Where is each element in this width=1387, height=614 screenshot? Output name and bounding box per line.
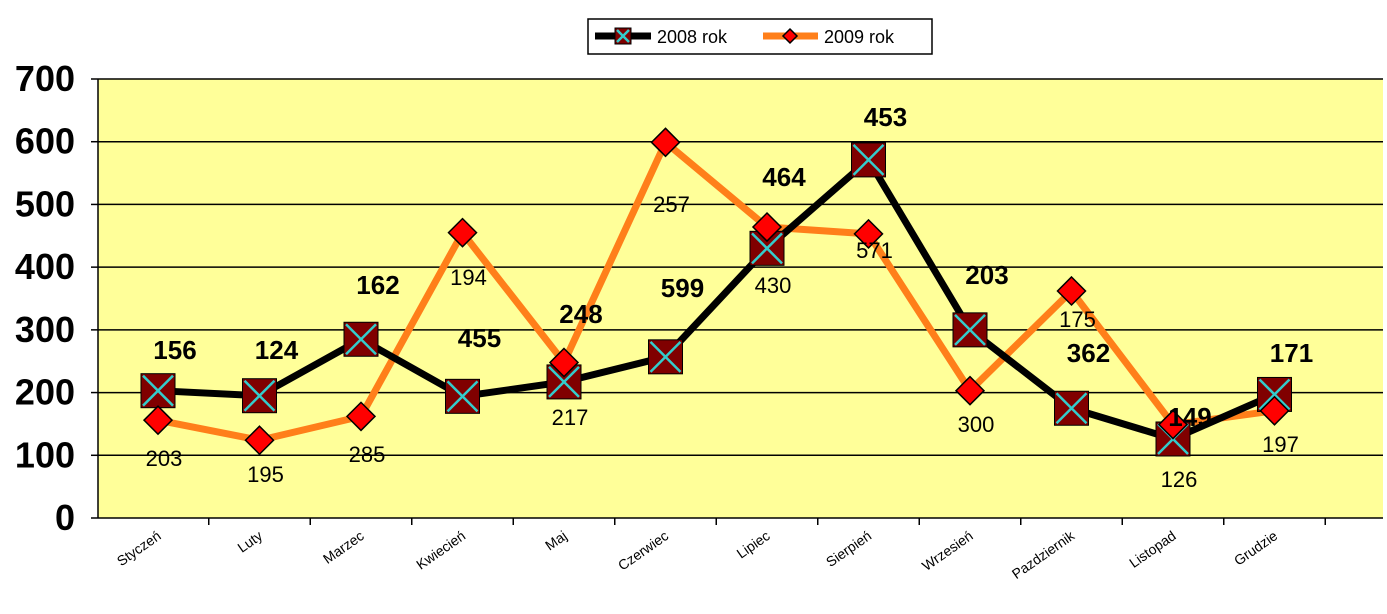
x-axis-ticks: Styczeń Luty Marzec Kwiecień Maj Czerwiec Lipi… [114,518,1326,582]
marker-2008 [851,142,886,178]
data-label-2009: 248 [559,299,602,329]
marker-2008 [648,339,683,375]
legend-marker-2008 [614,27,632,45]
x-tick-label: Wrzesień [919,527,976,573]
legend-label-2008: 2008 rok [657,27,728,47]
data-label-2008: 217 [552,405,589,430]
data-label-2009: 453 [864,102,907,132]
marker-2009 [1259,395,1290,426]
x-tick-label: Styczeń [114,527,164,569]
marker-2009 [853,218,884,249]
data-label-2009: 455 [458,323,501,353]
x-tick-label: Marzec [320,527,367,566]
x-tick-label: Kwiecień [413,527,468,572]
marker-2009 [954,375,986,406]
y-tick-label: 700 [15,58,75,99]
data-label-2008: 257 [653,192,690,217]
marker-2009 [1056,275,1087,307]
x-tick-label: Czerwiec [615,527,671,573]
marker-2009 [244,425,275,456]
data-label-2009: 124 [255,335,299,365]
marker-2008 [242,378,277,414]
data-label-2008: 430 [755,273,792,298]
data-label-2008: 194 [450,265,487,290]
marker-2008 [445,378,480,414]
x-tick-label: Grudzie [1231,527,1281,568]
y-tick-label: 100 [15,434,75,475]
marker-2008 [140,373,176,409]
data-label-2008: 197 [1262,432,1299,457]
data-label-2008: 571 [856,238,893,263]
legend: 2008 rok 2009 rok [587,18,933,55]
data-label-2009: 149 [1168,402,1211,432]
marker-2009 [1157,409,1189,440]
data-labels: 156 124 162 455 248 599 464 453 203 362 149 171 203 1… [146,102,1314,492]
marker-2009 [548,347,580,378]
x-tick-label: Maj [542,527,570,553]
x-tick-label: Listopad [1126,527,1179,570]
legend-marker-2009 [781,27,799,45]
marker-2008 [343,321,379,357]
x-tick-label: Sierpień [823,527,874,570]
marker-2009 [650,127,681,158]
axes [97,79,1383,519]
marker-2009 [751,211,783,243]
y-tick-label: 500 [15,183,75,224]
y-tick-label: 400 [15,246,75,287]
x-tick-label: Lipiec [734,527,773,561]
marker-2008 [952,312,988,348]
data-label-2009: 156 [153,335,196,365]
data-label-2009: 162 [356,270,399,300]
marker-2009 [142,405,174,436]
series-line-2009 [154,138,1278,444]
marker-2008 [749,230,785,266]
marker-2008 [1054,390,1089,426]
data-label-2009: 171 [1270,338,1313,368]
data-label-2008: 300 [958,412,995,437]
data-label-2008: 126 [1161,467,1198,492]
data-label-2008: 203 [146,446,183,471]
y-tick-label: 200 [15,372,75,413]
data-label-2008: 195 [247,462,284,487]
data-label-2009: 464 [762,162,806,192]
marker-2009 [345,401,377,432]
y-axis-ticks: 0 100 200 300 400 500 600 700 [15,58,98,538]
data-label-2008: 175 [1059,307,1096,332]
y-tick-label: 0 [55,497,75,538]
marker-2009 [447,217,478,248]
x-tick-label: Luty [234,527,265,555]
y-tick-label: 600 [15,121,75,162]
y-tick-label: 300 [15,309,75,350]
x-tick-label: Pazdziernik [1009,527,1078,582]
data-label-2009: 599 [661,273,704,303]
series-markers [140,127,1292,457]
data-label-2009: 362 [1067,338,1110,368]
data-label-2008: 285 [349,442,386,467]
legend-label-2009: 2009 rok [824,27,895,47]
data-label-2009: 203 [965,260,1008,290]
